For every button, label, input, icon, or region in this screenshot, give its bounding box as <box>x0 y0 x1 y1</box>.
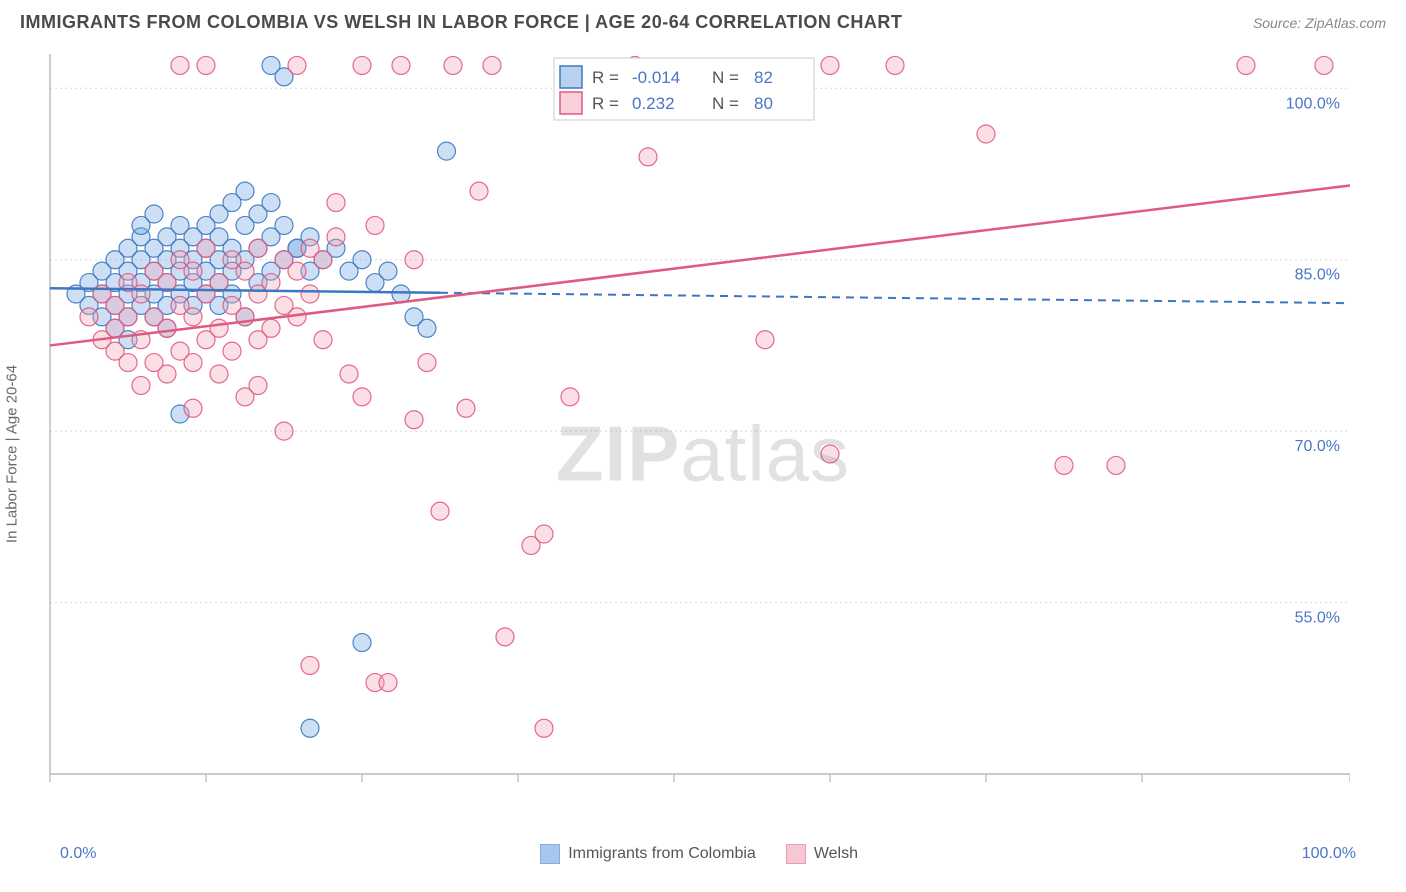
data-point <box>353 251 371 269</box>
data-point <box>288 56 306 74</box>
data-point <box>223 342 241 360</box>
data-point <box>119 354 137 372</box>
data-point <box>288 262 306 280</box>
data-point <box>379 674 397 692</box>
svg-text:0.232: 0.232 <box>632 94 675 113</box>
bottom-legend: 0.0% Immigrants from Colombia Welsh 100.0… <box>20 844 1386 864</box>
legend-item: Welsh <box>786 844 858 864</box>
data-point <box>821 445 839 463</box>
data-point <box>262 319 280 337</box>
x-max-label: 100.0% <box>1302 845 1356 863</box>
data-point <box>431 502 449 520</box>
data-point <box>158 319 176 337</box>
data-point <box>1055 456 1073 474</box>
data-point <box>483 56 501 74</box>
svg-text:N =: N = <box>712 68 739 87</box>
data-point <box>249 239 267 257</box>
data-point <box>1107 456 1125 474</box>
data-point <box>249 376 267 394</box>
svg-text:80: 80 <box>754 94 773 113</box>
data-point <box>418 354 436 372</box>
data-point <box>353 388 371 406</box>
data-point <box>184 262 202 280</box>
legend-label: Welsh <box>814 845 858 863</box>
data-point <box>977 125 995 143</box>
data-point <box>210 319 228 337</box>
data-point <box>535 525 553 543</box>
data-point <box>236 262 254 280</box>
data-point <box>197 239 215 257</box>
svg-text:N =: N = <box>712 94 739 113</box>
svg-text:55.0%: 55.0% <box>1295 610 1340 627</box>
data-point <box>210 274 228 292</box>
svg-text:82: 82 <box>754 68 773 87</box>
svg-text:100.0%: 100.0% <box>1286 95 1340 112</box>
data-point <box>184 354 202 372</box>
data-point <box>392 56 410 74</box>
data-point <box>236 182 254 200</box>
legend-item: Immigrants from Colombia <box>540 844 756 864</box>
data-point <box>275 216 293 234</box>
svg-text:R =: R = <box>592 68 619 87</box>
data-point <box>171 56 189 74</box>
y-axis-label: In Labor Force | Age 20-64 <box>4 365 21 543</box>
data-point <box>379 262 397 280</box>
scatter-chart: 55.0% 70.0% 85.0% 100.0% R = -0.014 N = 82 R = 0.… <box>20 44 1350 804</box>
data-point <box>438 142 456 160</box>
data-point <box>470 182 488 200</box>
data-point <box>535 719 553 737</box>
data-point <box>158 365 176 383</box>
data-point <box>275 422 293 440</box>
data-point <box>314 331 332 349</box>
data-point <box>301 656 319 674</box>
data-point <box>327 228 345 246</box>
data-point <box>119 308 137 326</box>
data-point <box>80 308 98 326</box>
data-point <box>197 56 215 74</box>
data-point <box>1237 56 1255 74</box>
data-point <box>184 399 202 417</box>
data-point <box>405 251 423 269</box>
data-point <box>353 56 371 74</box>
data-point <box>444 56 462 74</box>
data-point <box>496 628 514 646</box>
legend-label: Immigrants from Colombia <box>568 845 756 863</box>
data-point <box>639 148 657 166</box>
data-point <box>340 365 358 383</box>
data-point <box>301 719 319 737</box>
svg-text:85.0%: 85.0% <box>1295 267 1340 284</box>
source-label: Source: ZipAtlas.com <box>1253 15 1386 31</box>
chart-container: In Labor Force | Age 20-64 55.0%70.0%85.… <box>20 44 1386 864</box>
data-point <box>132 376 150 394</box>
data-point <box>132 285 150 303</box>
svg-text:R =: R = <box>592 94 619 113</box>
data-point <box>262 274 280 292</box>
data-point <box>327 194 345 212</box>
data-point <box>314 251 332 269</box>
legend-swatch <box>786 844 806 864</box>
data-point <box>184 308 202 326</box>
data-point <box>756 331 774 349</box>
x-min-label: 0.0% <box>60 845 96 863</box>
svg-text:70.0%: 70.0% <box>1295 438 1340 455</box>
svg-text:-0.014: -0.014 <box>632 68 680 87</box>
data-point <box>301 285 319 303</box>
data-point <box>1315 56 1333 74</box>
legend-swatch <box>540 844 560 864</box>
data-point <box>262 194 280 212</box>
data-point <box>457 399 475 417</box>
data-point <box>821 56 839 74</box>
data-point <box>366 216 384 234</box>
chart-title: IMMIGRANTS FROM COLOMBIA VS WELSH IN LAB… <box>20 12 902 33</box>
data-point <box>210 365 228 383</box>
data-point <box>405 411 423 429</box>
data-point <box>886 56 904 74</box>
data-point <box>353 634 371 652</box>
data-point <box>561 388 579 406</box>
data-point <box>418 319 436 337</box>
data-point <box>145 205 163 223</box>
